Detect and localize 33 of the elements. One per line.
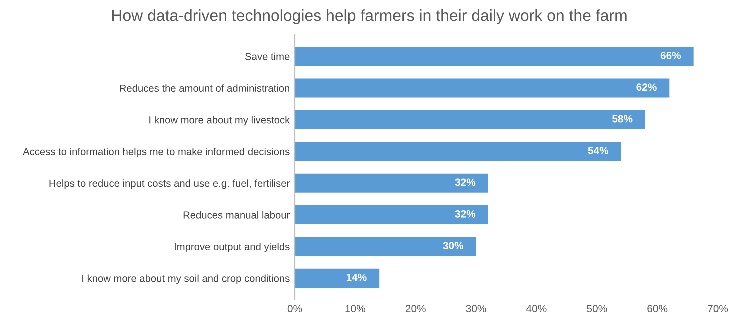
y-tick-label: Access to information helps me to make informed decisions <box>23 148 290 158</box>
bar <box>295 110 646 130</box>
x-tick-label: 0% <box>288 305 302 313</box>
x-tick-label: 10% <box>346 305 366 313</box>
x-tick-label: 20% <box>406 305 426 313</box>
data-label: 58% <box>612 115 633 123</box>
y-tick-label: I know more about my livestock <box>150 116 290 126</box>
y-tick-label: Reduces manual labour <box>184 211 290 219</box>
data-label: 14% <box>346 274 367 282</box>
y-tick-label: I know more about my soil and crop conditions <box>82 274 290 284</box>
bar <box>295 206 488 225</box>
data-label: 30% <box>443 242 464 250</box>
bar <box>295 142 622 162</box>
data-label: 32% <box>455 210 476 218</box>
bar <box>295 237 476 256</box>
data-label: 54% <box>588 147 609 154</box>
x-tick-label: 30% <box>466 305 486 313</box>
x-tick-label: 70% <box>708 305 728 313</box>
y-tick-label: Save time <box>246 52 290 60</box>
data-label: 62% <box>636 84 657 92</box>
bar <box>295 174 488 193</box>
y-tick-label: Helps to reduce input costs and use e.g. fuel, fertiliser <box>50 180 290 190</box>
bar <box>295 78 670 98</box>
bar <box>295 268 380 288</box>
y-tick-label: Improve output and yields <box>174 243 290 253</box>
data-label: 32% <box>455 178 476 186</box>
x-tick-label: 40% <box>526 305 547 313</box>
data-label: 66% <box>660 52 682 60</box>
x-tick-label: 60% <box>648 305 668 313</box>
chart-title: How data-driven technologies help farmers in their daily work on the farm <box>112 10 627 24</box>
y-tick-label: Reduces the amount of administration <box>120 84 290 92</box>
x-tick-label: 50% <box>587 305 608 313</box>
bar <box>295 47 694 66</box>
